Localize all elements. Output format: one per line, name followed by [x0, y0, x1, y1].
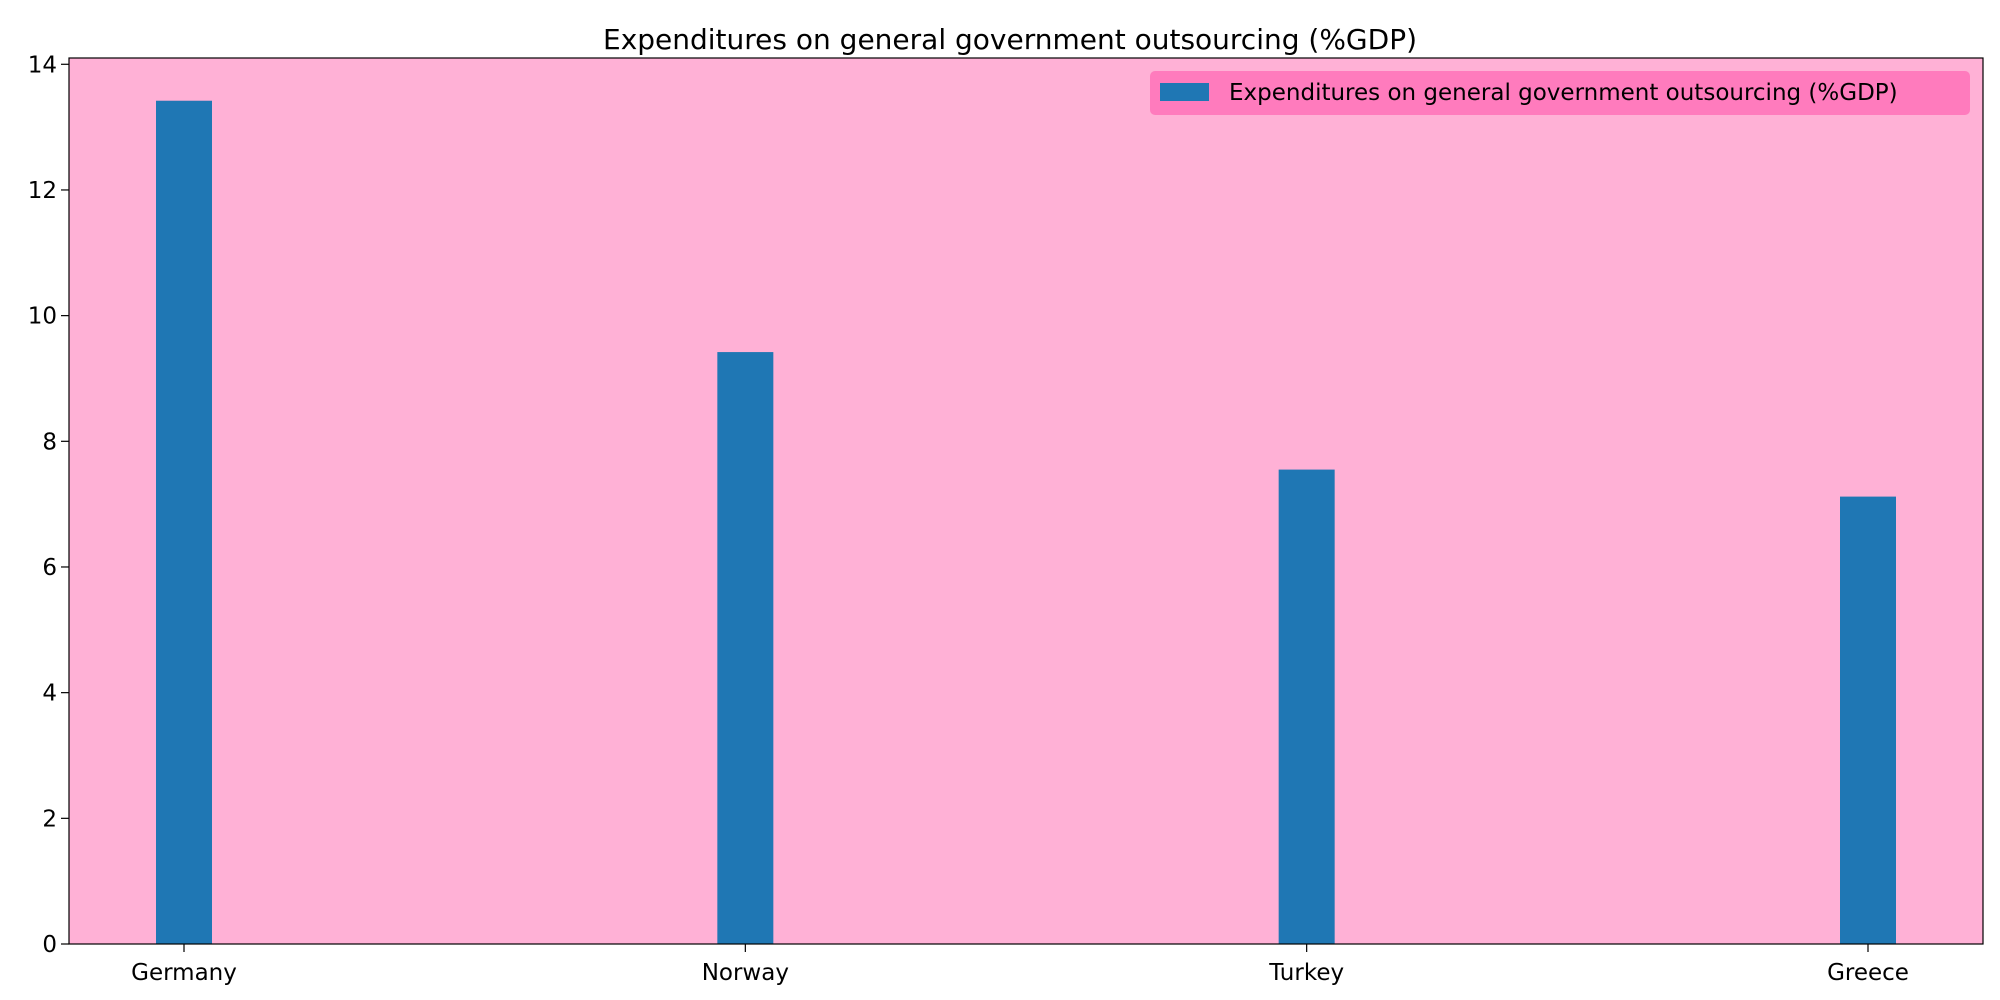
y-tick-label: 6 — [42, 555, 57, 581]
y-tick-label: 14 — [28, 52, 57, 78]
plot-frame — [68, 57, 1984, 945]
y-tick-label: 12 — [28, 178, 57, 204]
plot-area — [69, 58, 1983, 944]
bar-norway — [717, 352, 774, 944]
y-tick-label: 10 — [28, 304, 57, 330]
bars-group — [156, 100, 1896, 945]
chart-title: Expenditures on general government outso… — [603, 23, 1417, 56]
legend-box — [1150, 71, 1970, 115]
legend: Expenditures on general government outso… — [1150, 71, 1970, 115]
x-tick-label: Germany — [131, 960, 237, 986]
y-tick-label: 4 — [42, 681, 57, 707]
y-tick-label: 0 — [42, 932, 57, 958]
bar-germany — [156, 100, 212, 945]
bar-turkey — [1278, 469, 1335, 944]
x-tick-label: Greece — [1827, 960, 1909, 986]
y-axis: 0 2 4 6 8 10 12 14 — [28, 52, 69, 958]
x-tick-label: Turkey — [1268, 960, 1344, 986]
bar-greece — [1840, 496, 1896, 944]
x-axis: Germany Norway Turkey Greece — [131, 944, 1909, 986]
y-tick-label: 8 — [42, 429, 57, 455]
y-tick-label: 2 — [42, 806, 57, 832]
legend-label: Expenditures on general government outso… — [1229, 80, 1898, 106]
legend-swatch — [1160, 83, 1209, 101]
x-tick-label: Norway — [702, 960, 789, 986]
